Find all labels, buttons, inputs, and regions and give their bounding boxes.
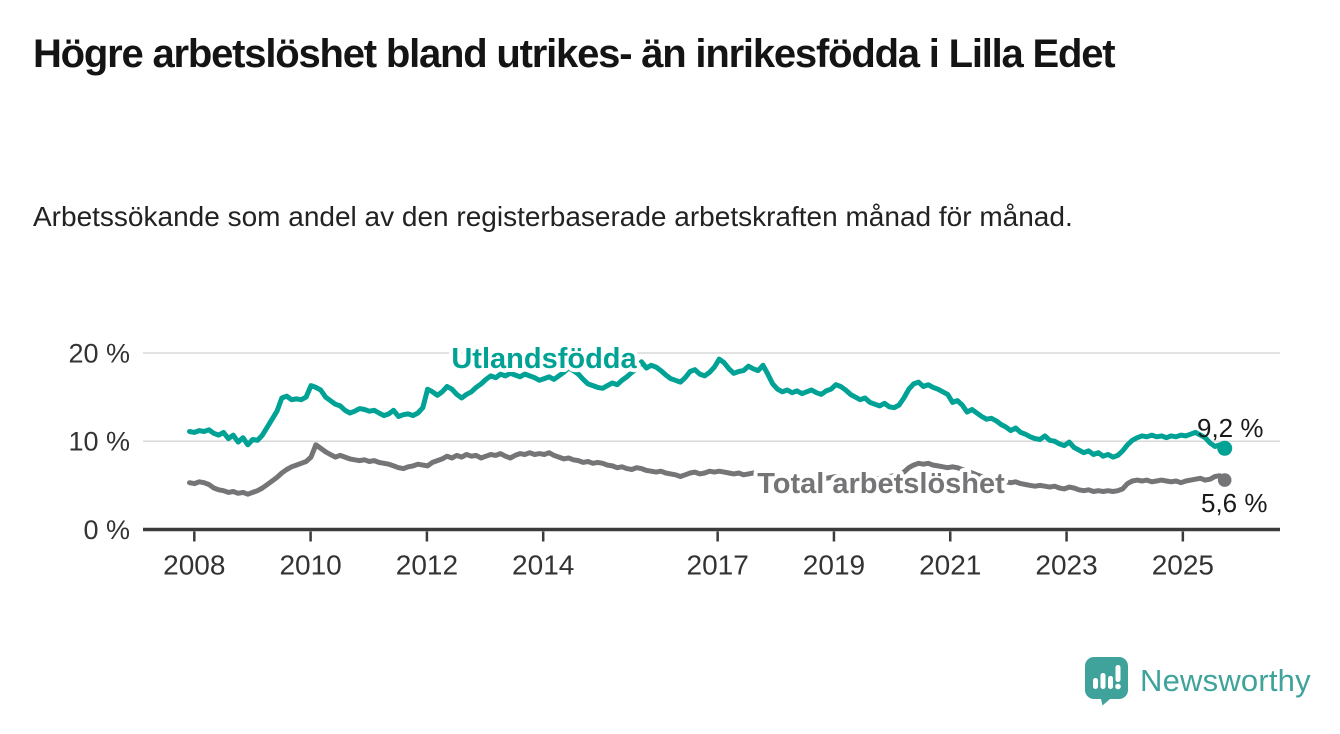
x-axis-tick-label: 2012 — [396, 550, 458, 581]
x-axis-tick-label: 2025 — [1152, 550, 1214, 581]
utlandsfodda-end-dot — [1217, 440, 1233, 456]
utlandsfodda-end-value-label: 9,2 % — [1197, 413, 1264, 443]
x-axis-tick-label: 2008 — [163, 550, 225, 581]
y-gridlines — [143, 352, 1280, 442]
bar-1 — [1093, 678, 1098, 689]
y-axis-tick-label: 0 % — [83, 515, 130, 545]
total-arbetsloshet-end-value-label: 5,6 % — [1201, 488, 1268, 518]
bar-chart-speech-bubble-icon — [1085, 657, 1128, 706]
bar-3 — [1108, 676, 1113, 689]
total-arbetsloshet-end-dot — [1217, 473, 1232, 487]
speech-bubble-shape — [1085, 657, 1128, 706]
x-axis: 2008 2010 2012 2014 2017 2019 2021 2023 2025 — [143, 527, 1280, 581]
x-axis-tick-label: 2021 — [919, 550, 981, 581]
y-axis-tick-label: 20 % — [68, 338, 130, 368]
x-axis-tick-label: 2014 — [512, 550, 574, 581]
page-title: Högre arbetslöshet bland utrikes- än inr… — [33, 32, 1116, 76]
x-axis-tick-label: 2010 — [279, 550, 341, 581]
utlandsfodda-series-label: Utlandsfödda — [451, 343, 637, 375]
newsworthy-logo: Newsworthy — [1084, 656, 1311, 706]
newsworthy-logo-text: Newsworthy — [1140, 663, 1311, 698]
exclamation-dot — [1115, 683, 1121, 690]
total-arbetsloshet-line — [187, 442, 1228, 497]
exclamation-bar — [1115, 665, 1121, 682]
y-axis: 20 % 10 % 0 % — [68, 338, 130, 545]
x-axis-tick-label: 2023 — [1035, 550, 1097, 581]
total-arbetsloshet-series-label: Total arbetslöshet — [757, 468, 1005, 500]
utlandsfodda-line — [187, 356, 1228, 460]
x-axis-tick-label: 2019 — [803, 550, 865, 581]
chart-subtitle: Arbetssökande som andel av den registerb… — [33, 201, 1073, 232]
bar-2 — [1100, 673, 1106, 689]
y-axis-tick-label: 10 % — [68, 427, 130, 457]
x-axis-tick-label: 2017 — [687, 550, 749, 581]
